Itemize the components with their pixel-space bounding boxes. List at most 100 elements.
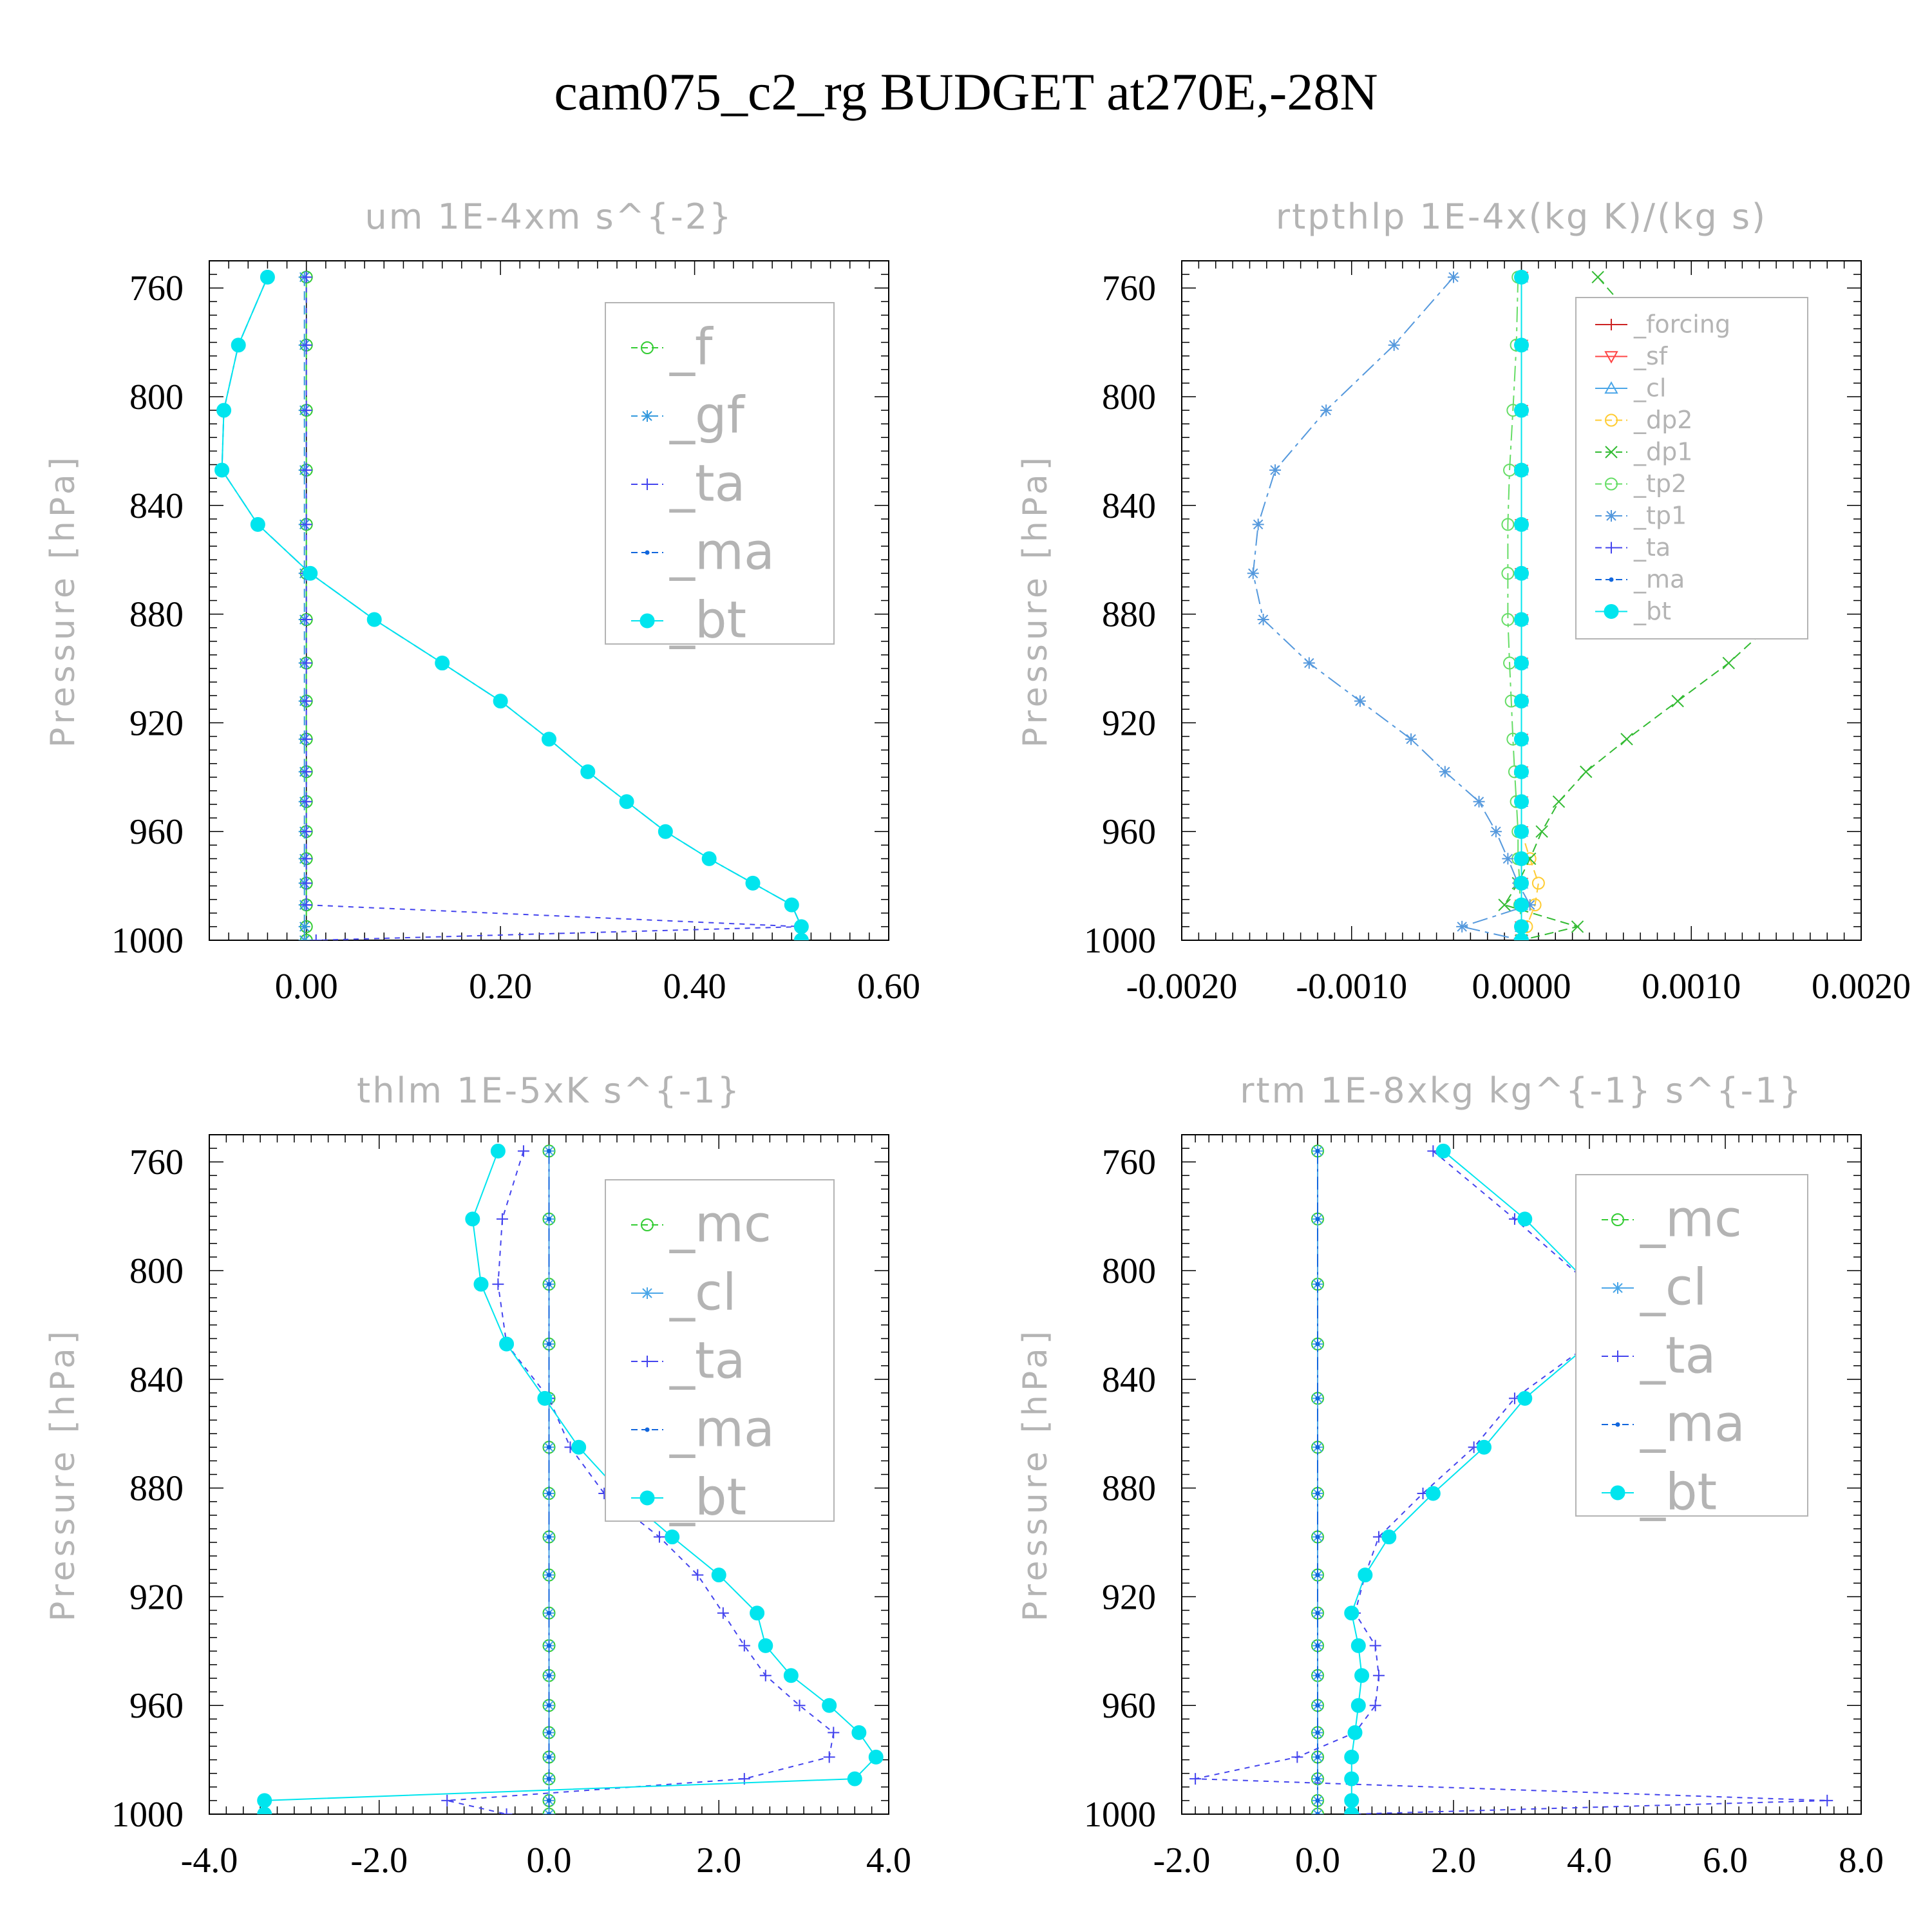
data-point-ma <box>547 1798 551 1803</box>
data-point-ta <box>717 1607 729 1619</box>
data-point-ta <box>300 853 312 865</box>
legend-label: _f <box>669 319 714 377</box>
data-point-bt <box>1347 1725 1363 1740</box>
series-line-tp2 <box>1507 277 1522 940</box>
data-point-bt <box>1514 897 1529 913</box>
data-point-ma <box>547 1217 551 1222</box>
y-tick-label: 960 <box>129 812 184 852</box>
chart-panel-3: thlm 1E-5xK s^{-1} Pressure [hPa] 760 800 84… <box>44 1070 911 1880</box>
legend-label: _bt <box>669 592 746 650</box>
data-point-ma <box>547 1148 551 1153</box>
y-tick-label: 920 <box>129 1577 184 1617</box>
data-point-bt <box>851 1725 867 1740</box>
data-point-ta <box>300 695 312 707</box>
data-point-bt <box>465 1211 480 1227</box>
legend-marker <box>1605 510 1617 522</box>
legend-label: _mc <box>1640 1191 1742 1249</box>
y-tick-label: 880 <box>1102 595 1156 635</box>
data-point-bt <box>1381 1530 1397 1545</box>
data-point-bt <box>758 1638 773 1653</box>
panel-title: rtpthlp 1E-4x(kg K)/(kg s) <box>1276 196 1767 237</box>
legend-box <box>605 1179 835 1522</box>
data-point-bt <box>1514 764 1529 779</box>
data-point-ma <box>547 1341 551 1347</box>
legend-label: _ta <box>669 1332 745 1390</box>
data-point-ma <box>1315 1643 1320 1648</box>
data-point-bt <box>1514 919 1529 934</box>
data-point-ta <box>310 934 322 940</box>
data-point-bt <box>580 764 596 779</box>
data-point-bt <box>1514 269 1529 285</box>
data-point-bt <box>793 933 809 940</box>
data-point-dp1 <box>1671 694 1684 708</box>
data-point-dp1 <box>1580 765 1593 779</box>
x-tick-label: 0.20 <box>469 967 532 1007</box>
y-tick-label: 760 <box>129 269 184 308</box>
y-tick-label: 1000 <box>111 921 184 961</box>
legend-label: _tp1 <box>1633 502 1687 530</box>
y-tick-label: 920 <box>1102 703 1156 743</box>
x-tick-label: 4.0 <box>866 1841 911 1880</box>
x-tick-label: -2.0 <box>350 1841 408 1880</box>
data-point-bt <box>1350 1638 1366 1653</box>
chart-panel-1: um 1E-4xm s^{-2} Pressure [hPa] 760 800 840 8… <box>44 196 920 1007</box>
data-point-bt <box>1514 794 1529 810</box>
data-point-tp2 <box>1501 518 1515 531</box>
data-point-tp1 <box>1502 853 1514 865</box>
legend-label: _cl <box>1640 1259 1707 1317</box>
data-point-tp1 <box>1490 826 1502 838</box>
data-point-tp1 <box>1448 271 1459 283</box>
y-tick-label: 920 <box>129 703 184 743</box>
data-point-ma <box>1315 1812 1320 1814</box>
x-tick-label: -4.0 <box>181 1841 238 1880</box>
data-point-bt <box>658 824 673 839</box>
data-point-dp1 <box>1722 656 1735 670</box>
y-tick-label: 840 <box>1102 1360 1156 1400</box>
data-point-ma <box>547 1491 551 1496</box>
legend-marker <box>641 341 654 354</box>
data-point-bt <box>216 402 232 418</box>
legend-label: _ta <box>669 455 745 513</box>
data-point-bt <box>1476 1439 1492 1455</box>
series-group <box>214 269 809 940</box>
data-point-ta <box>653 1531 665 1543</box>
data-point-bt <box>1514 565 1529 581</box>
data-point-bt <box>1514 462 1529 478</box>
data-point-bt <box>250 516 265 532</box>
data-point-ta <box>300 657 312 669</box>
data-point-bt <box>1514 732 1529 747</box>
y-tick-label: 1000 <box>1084 1795 1156 1835</box>
series-line-ta <box>447 1151 835 1814</box>
legend-marker <box>1605 446 1618 459</box>
data-point-ta <box>1189 1773 1202 1785</box>
legend-label: _dp2 <box>1633 406 1692 434</box>
data-point-bt <box>1344 1806 1359 1814</box>
y-tick-label: 800 <box>1102 377 1156 417</box>
data-point-ta <box>1369 1640 1381 1652</box>
data-point-ta <box>300 877 312 889</box>
data-point-tp1 <box>1439 766 1451 778</box>
y-tick-label: 880 <box>129 1469 184 1509</box>
data-point-bt <box>1344 1749 1359 1765</box>
data-point-bt <box>1514 656 1529 671</box>
data-point-tp1 <box>1252 518 1264 531</box>
data-point-bt <box>1435 1143 1451 1159</box>
legend-marker <box>1605 477 1618 491</box>
x-tick-label: 0.0000 <box>1472 967 1571 1007</box>
y-tick-label: 1000 <box>1084 921 1156 961</box>
series-line-bt <box>221 276 802 940</box>
data-point-bt <box>257 1806 272 1814</box>
y-axis-label: Pressure [hPa] <box>1016 453 1055 748</box>
data-point-ma <box>547 1643 551 1648</box>
x-tick-label: -0.0010 <box>1296 967 1407 1007</box>
data-point-ma <box>547 1703 551 1708</box>
data-point-ma <box>1315 1754 1320 1759</box>
legend-label: _ta <box>1633 533 1671 562</box>
x-tick-label: 0.0 <box>1295 1841 1340 1880</box>
data-point-ta <box>517 1145 529 1157</box>
legend-marker <box>1615 1422 1620 1427</box>
legend-label: _sf <box>1633 342 1669 370</box>
data-point-ta <box>492 1278 504 1291</box>
x-tick-label: 6.0 <box>1703 1841 1748 1880</box>
